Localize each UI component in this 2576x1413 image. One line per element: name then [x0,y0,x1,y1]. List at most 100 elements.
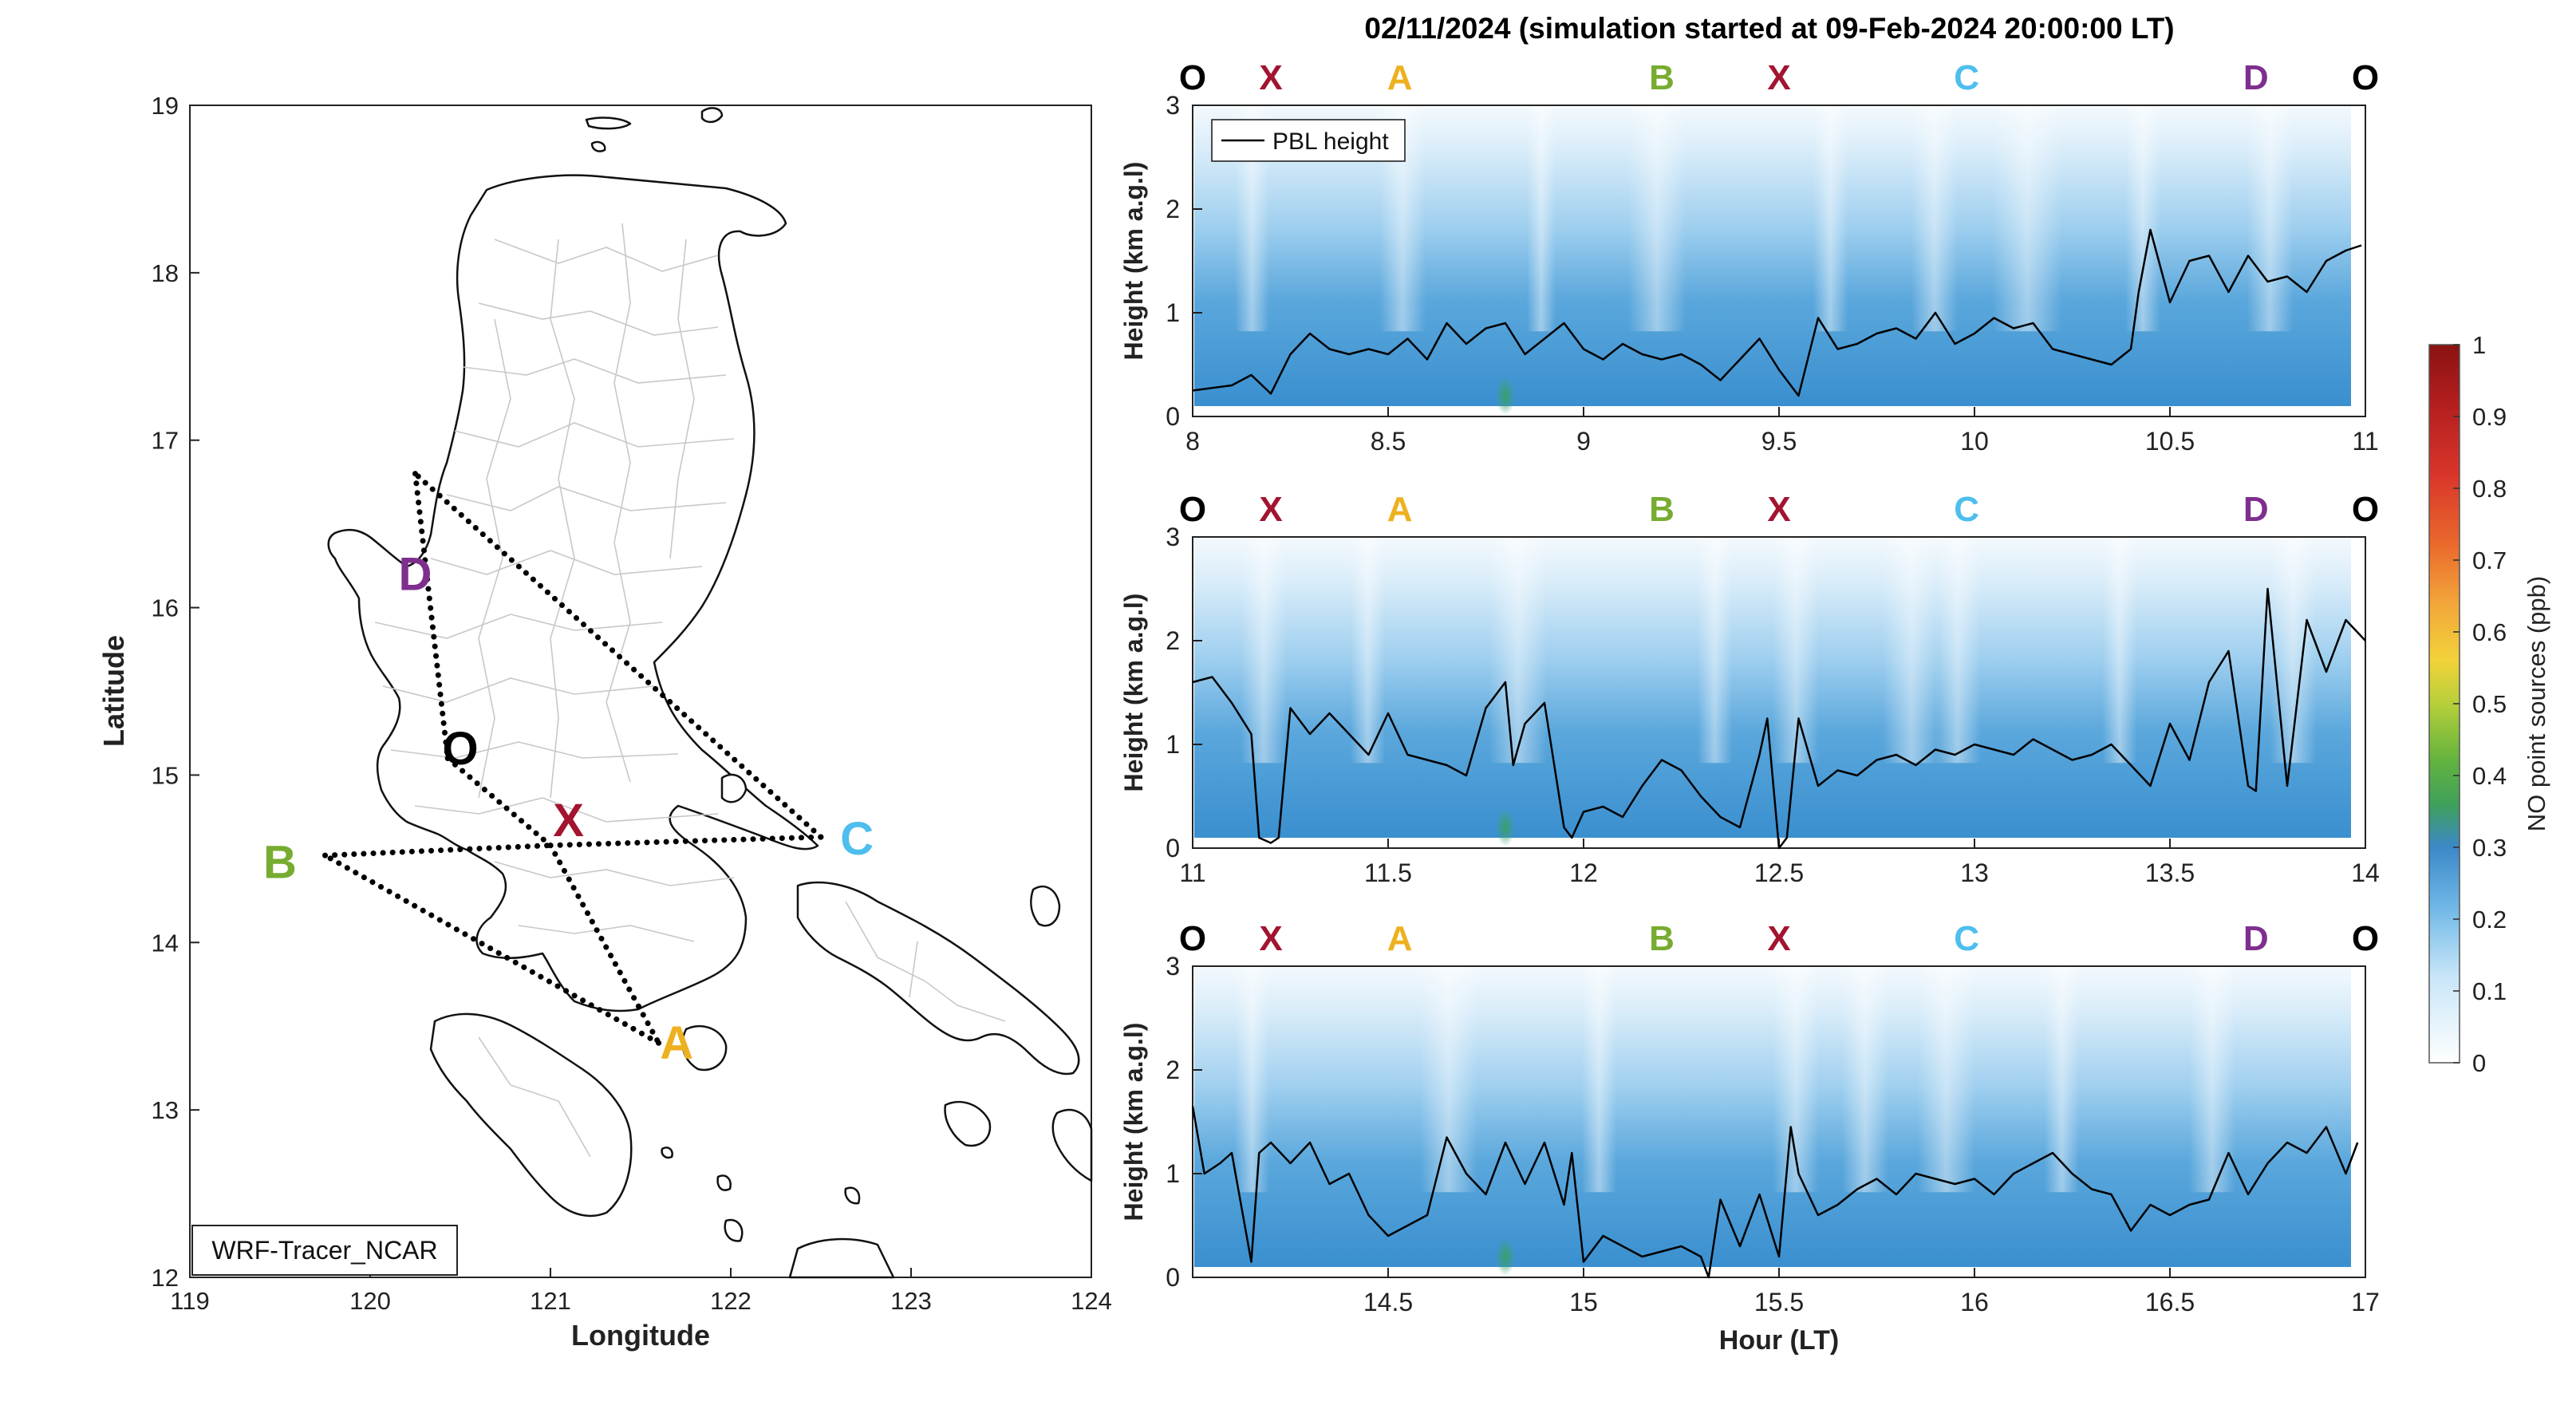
x-tick-label: 16 [1960,1288,1989,1316]
colorbar-tick-label: 0.2 [2472,906,2507,933]
x-tick-label: 14.5 [1363,1288,1413,1316]
map-panel: D O X B C A 119 120 121 122 123 124 12 13 14 15 16 17 18… [97,92,1112,1352]
route-marker-O: O [2352,919,2379,958]
colorbar-tick-label: 1 [2472,331,2486,359]
heatmap-streak [2044,968,2080,1193]
colorbar-tick-label: 0.3 [2472,834,2507,862]
series-line-pbl-height [1192,228,2362,397]
route-marker-O: O [1179,58,1206,97]
x-tick-label: 13.5 [2145,858,2195,887]
route-marker-O: O [2352,58,2379,97]
colorbar-tick-label: 0.6 [2472,618,2507,646]
x-tick-label: 11.5 [1364,858,1412,887]
x-tick-label: 17 [2351,1288,2380,1316]
map-y-tick-label: 17 [152,427,179,455]
route-marker-O: O [1179,490,1206,529]
route-lines [322,471,824,1046]
panel-bottom: 14.5 15 15.5 16 16.5 17 0 1 2 3 Height (km a.g.l) H… [1119,919,2380,1356]
x-tick-label: 9 [1576,427,1591,456]
x-tick-label: 10.5 [2145,427,2195,456]
figure-title: 02/11/2024 (simulation started at 09-Feb… [1364,12,2174,45]
y-tick-label: 3 [1166,91,1180,120]
map-y-tick-label: 12 [152,1264,179,1292]
waypoint-label-O: O [442,723,478,775]
heatmap-streak [1992,107,2062,332]
route-marker-D: D [2243,58,2269,97]
x-tick-label: 12.5 [1754,858,1804,887]
route-segment-O-X [444,755,554,849]
route-marker-C: C [1954,490,1979,529]
y-tick-label: 2 [1166,626,1180,655]
x-tick-label: 10 [1960,427,1989,456]
route-marker-A: A [1387,919,1413,958]
x-tick-label: 16.5 [2145,1288,2195,1316]
map-y-tick-label: 19 [152,92,179,120]
model-label: WRF-Tracer_NCAR [211,1236,437,1265]
y-tick-label: 0 [1166,834,1180,862]
heatmap-streak [1882,539,1941,764]
x-tick-label: 15.5 [1754,1288,1804,1316]
heatmap-streak [2125,107,2160,332]
x-tick-label: 9.5 [1761,427,1797,456]
heatmap-hotspot [1496,377,1515,415]
heatmap-streak [1489,539,1548,764]
route-segment-X-A [547,843,662,1046]
y-tick-label: 3 [1166,523,1180,551]
route-marker-B: B [1649,58,1675,97]
y-axis-label: Height (km a.g.l) [1119,162,1148,361]
route-marker-A: A [1387,490,1413,529]
legend-entry: PBL height [1272,128,1389,155]
map-y-tick-label: 14 [152,929,179,957]
heatmap-streak [1526,107,1556,332]
waypoint-label-A: A [660,1017,693,1069]
colorbar-tick-label: 0.9 [2472,403,2507,431]
map-x-tick-label: 119 [170,1287,209,1315]
map-x-tick-label: 124 [1071,1287,1112,1315]
x-tick-label: 15 [1569,1288,1598,1316]
route-marker-X: X [1259,58,1282,97]
y-tick-label: 0 [1166,1263,1180,1292]
map-x-ticks: 119 120 121 122 123 124 [170,1268,1112,1315]
map-x-tick-label: 123 [890,1287,932,1315]
x-tick-label: 12 [1569,858,1598,887]
colorbar-tick-label: 0.4 [2472,762,2507,790]
y-tick-label: 3 [1166,952,1180,981]
route-marker-X: X [1259,490,1282,529]
heatmap-streak [1350,539,1386,764]
map-y-axis-label: Latitude [97,635,130,747]
map-y-tick-label: 13 [152,1096,179,1124]
map-x-tick-label: 122 [710,1287,751,1315]
map-y-tick-label: 15 [152,761,179,789]
province-boundaries [374,223,1006,1158]
route-marker-A: A [1387,58,1413,97]
heatmap-streak [2247,107,2294,332]
route-segment-C-D [412,471,824,840]
map-y-tick-label: 16 [152,594,179,622]
route-marker-X: X [1259,919,1282,958]
route-segment-A-B [322,852,662,1046]
route-marker-D: D [2243,490,2269,529]
waypoint-label-D: D [399,549,432,601]
heatmap-streak [1419,968,1478,1193]
x-tick-label: 14 [2351,858,2380,887]
colorbar-ticks: 0 0.1 0.2 0.3 0.4 0.5 0.6 0.7 0.8 0.9 1 [2453,331,2507,1077]
heatmap-streak [2102,539,2137,764]
colorbar-tick-label: 0.8 [2472,475,2507,503]
waypoint-label-B: B [263,837,297,889]
waypoint-labels: D O X B C A [263,549,874,1070]
route-marker-X: X [1767,58,1790,97]
heatmap-streak [1241,539,1287,764]
panel-top: 8 8.5 9 9.5 10 10.5 11 0 1 2 3 Height (km a.g.l) O X A… [1119,58,2379,456]
route-marker-X: X [1767,919,1790,958]
colorbar: 0 0.1 0.2 0.3 0.4 0.5 0.6 0.7 0.8 0.9 1 NO point s… [2428,331,2550,1077]
heatmap-streak [2270,539,2317,764]
colorbar-tick-label: 0.5 [2472,690,2507,718]
x-tick-label: 8 [1185,427,1200,456]
map-x-axis-label: Longitude [571,1319,710,1352]
map-x-tick-label: 120 [349,1287,391,1315]
x-tick-label: 8.5 [1371,427,1406,456]
route-marker-O: O [1179,919,1206,958]
y-tick-label: 1 [1166,298,1180,327]
